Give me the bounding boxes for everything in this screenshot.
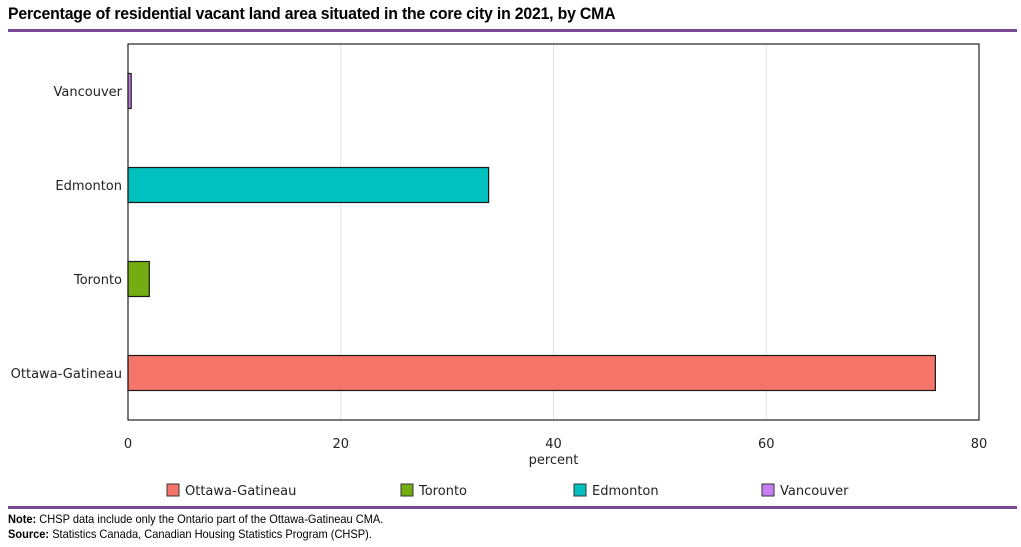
x-tick-label: 40 xyxy=(545,437,562,452)
bar-toronto xyxy=(127,260,150,298)
chart-notes: Note: CHSP data include only the Ontario… xyxy=(8,512,383,542)
legend-swatch xyxy=(400,483,414,497)
footer-divider xyxy=(8,506,1017,509)
x-axis-label: percent xyxy=(529,453,579,468)
x-tick-label: 80 xyxy=(971,437,988,452)
bar-chart: Vancouver Edmonton Toronto Ottawa-Gatineau 0… xyxy=(11,43,988,499)
title-divider xyxy=(8,29,1017,32)
y-tick-label: Toronto xyxy=(73,273,122,288)
chart-title: Percentage of residential vacant land ar… xyxy=(8,4,616,23)
legend-swatch xyxy=(573,483,587,497)
y-tick-label: Edmonton xyxy=(55,179,122,194)
source-line: Source: Statistics Canada, Canadian Hous… xyxy=(8,527,372,541)
legend-swatch xyxy=(166,483,180,497)
bar-edmonton xyxy=(127,166,490,204)
y-tick-label: Ottawa-Gatineau xyxy=(11,367,122,382)
x-tick-label: 0 xyxy=(124,437,132,452)
x-tick-label: 20 xyxy=(332,437,349,452)
legend-label: Vancouver xyxy=(780,484,849,499)
plot-frame xyxy=(127,43,980,421)
y-tick-label: Vancouver xyxy=(54,85,123,100)
legend-label: Toronto xyxy=(418,484,467,499)
legend-label: Ottawa-Gatineau xyxy=(185,484,296,499)
note-line: Note: CHSP data include only the Ontario… xyxy=(8,512,384,526)
bar-ottawa-gatineau xyxy=(127,354,936,392)
legend-label: Edmonton xyxy=(592,484,659,499)
x-tick-label: 60 xyxy=(758,437,775,452)
legend-swatch xyxy=(761,483,775,497)
